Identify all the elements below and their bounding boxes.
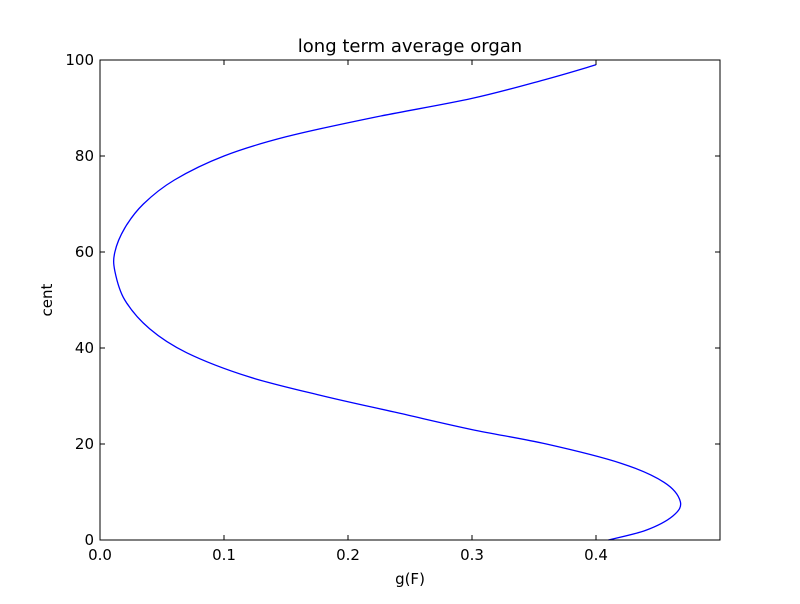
plot-area [100, 60, 720, 540]
y-tick-label: 0 [84, 531, 94, 549]
y-tick-label: 20 [75, 435, 94, 453]
y-tick-label: 80 [75, 147, 94, 165]
chart-title: long term average organ [298, 36, 522, 57]
ticks-layer: 0.0 0.1 0.2 0.3 0.4 0 20 40 60 80 100 [65, 51, 720, 564]
x-tick-label: 0.1 [212, 546, 236, 564]
series-layer [112, 64, 682, 541]
x-tick-label: 0.2 [336, 546, 360, 564]
series-line [112, 64, 682, 541]
y-axis-label: cent [38, 283, 56, 316]
x-axis-label: g(F) [395, 570, 425, 588]
y-tick-label: 100 [65, 51, 94, 69]
x-tick-label: 0.4 [584, 546, 608, 564]
x-tick-label: 0.3 [460, 546, 484, 564]
y-tick-label: 60 [75, 243, 94, 261]
x-tick-label: 0.0 [88, 546, 112, 564]
y-tick-label: 40 [75, 339, 94, 357]
plot-frame [99, 59, 721, 541]
